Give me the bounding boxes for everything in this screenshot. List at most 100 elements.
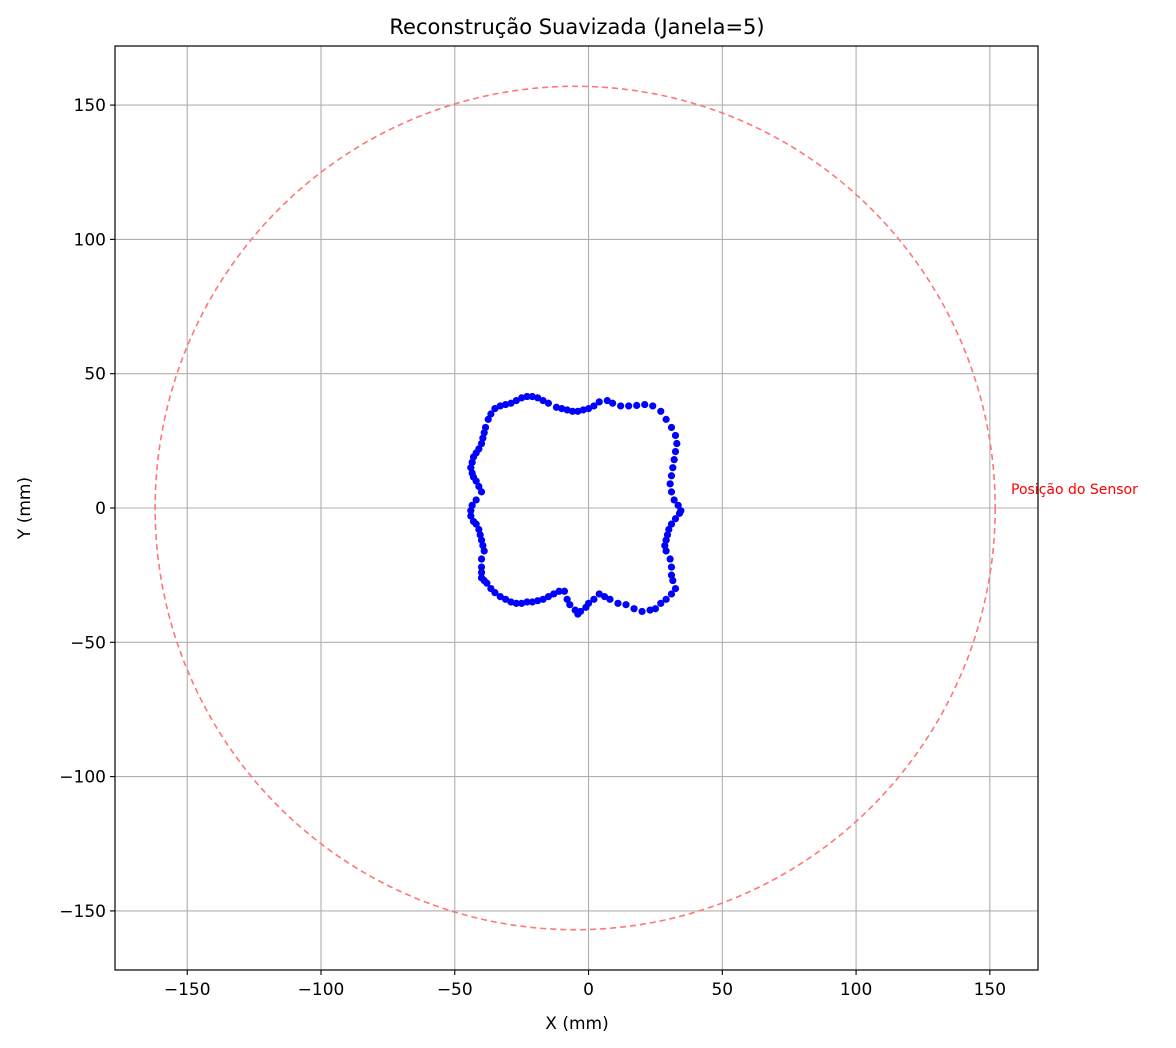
data-point [472,520,480,528]
data-point [468,458,476,466]
data-point [476,531,484,539]
data-point [496,402,504,410]
y-tick-label: −100 [59,768,106,788]
data-point [666,480,674,488]
chart-title: Reconstrução Suavizada (Janela=5) [389,15,764,39]
y-tick-label: 100 [74,230,106,250]
x-axis-label: X (mm) [545,1014,608,1034]
data-point [484,415,492,423]
data-point [614,599,622,607]
data-point [550,590,558,598]
data-point [502,595,510,603]
data-point [472,496,480,504]
data-point [477,555,486,563]
x-tick-label: 50 [711,980,733,1000]
data-point [477,439,486,448]
data-point [662,595,670,603]
data-point [544,399,553,407]
data-point [512,396,520,405]
data-point [662,547,670,555]
data-point [609,399,617,407]
data-point [518,394,526,402]
series-layer [467,392,685,618]
data-point [603,396,611,405]
y-tick-label: 50 [84,365,106,385]
data-point [479,434,487,442]
data-point [552,403,561,411]
data-point [667,563,676,571]
data-point [481,423,490,432]
data-point [633,401,641,409]
data-point [662,415,670,423]
data-point [491,589,499,597]
x-tick-label: 150 [974,980,1006,1000]
data-point [667,590,676,598]
data-point [638,607,646,616]
data-point [606,595,614,603]
data-point [539,595,547,603]
data-point [651,605,660,613]
data-point [675,509,684,517]
data-point [600,593,609,601]
data-point [657,599,665,607]
data-point [673,439,681,448]
data-point [669,464,677,472]
data-point [479,542,487,550]
data-point [523,598,531,606]
data-point [528,392,536,401]
data-point [617,402,625,410]
data-point [669,576,677,585]
y-tick-label: −150 [59,902,106,922]
x-tick-label: −100 [298,980,345,1000]
x-tick-label: −150 [164,980,211,1000]
data-point [544,593,553,601]
x-tick-label: −50 [437,980,473,1000]
data-point [671,431,680,440]
data-point [563,595,571,603]
x-ticks: −150 −100 −50 0 50 100 150 [164,970,1006,1000]
data-point [467,507,475,515]
data-point [467,464,475,472]
data-point [560,587,569,595]
y-tick-label: 150 [74,96,106,116]
data-point [667,571,676,579]
data-point [622,601,630,609]
data-point [674,501,682,509]
data-point [657,407,665,415]
data-point [480,429,488,437]
data-point [477,568,486,577]
data-point [584,599,593,607]
data-point [496,593,504,601]
data-point [566,601,574,609]
data-point [667,520,676,528]
data-point [491,405,499,413]
data-point [671,515,680,523]
data-point [625,402,633,410]
data-point [555,587,563,595]
data-point [475,525,483,534]
data-point [590,595,598,603]
data-point [512,599,520,607]
y-ticks: −150 −100 −50 0 50 100 150 [59,96,115,922]
data-point [649,402,657,410]
y-tick-label: 0 [95,499,106,519]
data-point [472,477,480,485]
data-point [480,547,488,555]
data-point [590,402,598,410]
data-point [477,563,486,571]
data-point [641,400,649,409]
data-point [663,531,672,539]
data-point [667,488,676,496]
x-tick-label: 0 [583,980,594,1000]
data-point [662,536,670,544]
data-point [574,407,582,415]
data-point [595,590,603,598]
data-point [667,472,676,480]
data-point [670,456,678,464]
data-point [539,396,547,405]
data-point [671,447,680,456]
y-tick-label: −50 [70,633,106,653]
data-point [469,453,478,461]
data-point [595,398,603,406]
